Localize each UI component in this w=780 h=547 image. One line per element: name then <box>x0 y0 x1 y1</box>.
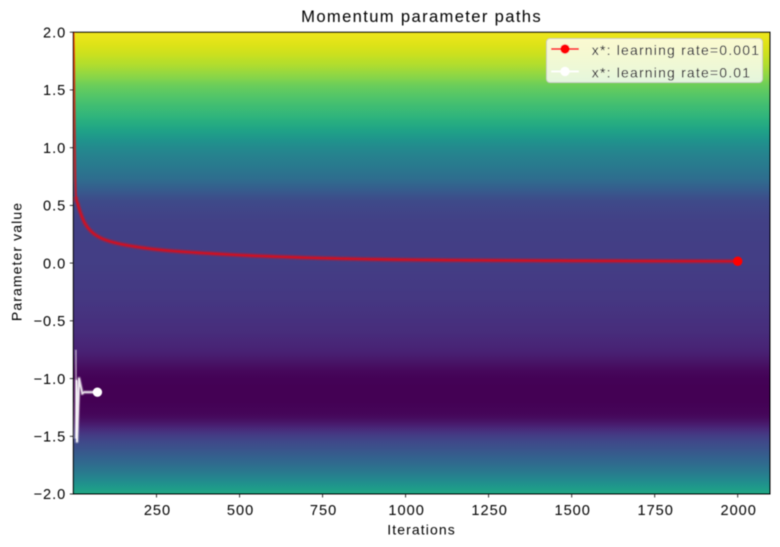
svg-text:−0.5: −0.5 <box>33 314 66 330</box>
svg-text:x*: learning rate=0.001: x*: learning rate=0.001 <box>592 42 760 58</box>
svg-text:1500: 1500 <box>554 503 590 519</box>
svg-text:2.0: 2.0 <box>43 25 66 41</box>
svg-text:1000: 1000 <box>388 503 424 519</box>
svg-text:0.5: 0.5 <box>43 199 66 215</box>
svg-text:−2.0: −2.0 <box>33 487 66 503</box>
svg-text:1750: 1750 <box>637 503 673 519</box>
svg-text:−1.5: −1.5 <box>33 430 66 446</box>
svg-text:1.0: 1.0 <box>43 141 66 157</box>
svg-text:500: 500 <box>227 503 254 519</box>
svg-text:2000: 2000 <box>720 503 756 519</box>
svg-text:0.0: 0.0 <box>43 256 66 272</box>
svg-text:x*: learning rate=0.01: x*: learning rate=0.01 <box>592 64 751 80</box>
svg-text:−1.0: −1.0 <box>33 372 66 388</box>
svg-text:1250: 1250 <box>471 503 507 519</box>
svg-text:1.5: 1.5 <box>43 83 66 99</box>
svg-text:Momentum parameter paths: Momentum parameter paths <box>301 7 542 26</box>
svg-text:250: 250 <box>144 503 171 519</box>
svg-text:Parameter value: Parameter value <box>9 202 25 321</box>
svg-text:750: 750 <box>310 503 337 519</box>
svg-text:Iterations: Iterations <box>387 521 456 537</box>
